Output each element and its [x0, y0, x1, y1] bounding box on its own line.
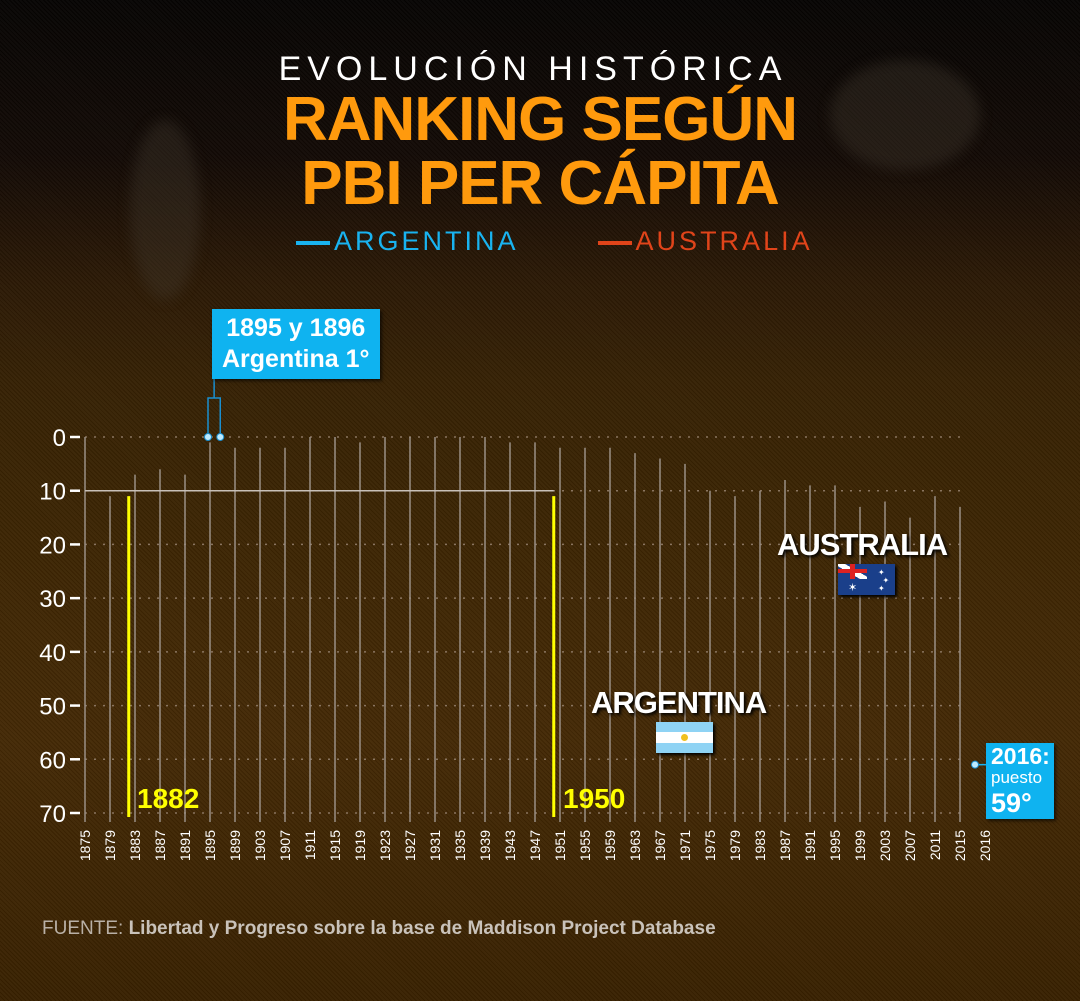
map-australia: [830, 60, 980, 170]
x-tick-label: 1887: [152, 830, 168, 861]
marker-label-1950: 1950: [563, 783, 626, 814]
x-tick-label: 1927: [402, 830, 418, 861]
callout-text: puesto: [991, 768, 1043, 787]
x-tick-label: 1907: [277, 830, 293, 861]
x-tick-label: 1979: [727, 830, 743, 861]
point-argentina-1895: [204, 433, 212, 441]
label-australia: AUSTRALIA: [777, 527, 948, 562]
point-argentina-1896: [216, 433, 225, 441]
x-tick-label: 1879: [102, 830, 118, 861]
legend: ARGENTINA AUSTRALIA: [296, 226, 813, 257]
label-argentina: ARGENTINA: [591, 685, 767, 720]
x-tick-label: 1987: [777, 830, 793, 861]
y-tick-label: 0: [53, 425, 66, 452]
x-tick-label: 1951: [552, 830, 568, 861]
x-tick-label: 1939: [477, 830, 493, 861]
source-note: FUENTE: Libertad y Progreso sobre la bas…: [42, 918, 716, 940]
x-tick-label: 1963: [627, 830, 643, 861]
x-tick-label: 1967: [652, 830, 668, 861]
map-south-america: [130, 120, 200, 300]
y-tick-label: 40: [39, 640, 66, 667]
x-tick-label: 2015: [952, 830, 968, 861]
x-tick-label: 1947: [527, 830, 543, 861]
x-tick-label: 1943: [502, 830, 518, 861]
x-tick-label: 1995: [827, 830, 843, 861]
legend-label: AUSTRALIA: [635, 226, 813, 256]
subtitle-line-2: PBI PER CÁPITA: [301, 149, 779, 218]
y-tick-label: 50: [39, 694, 66, 721]
x-tick-label: 1955: [577, 830, 593, 861]
callout-text: 2016:: [991, 743, 1050, 769]
y-tick-label: 60: [39, 747, 66, 774]
source-label: FUENTE:: [42, 918, 124, 939]
marker-label-1882: 1882: [137, 783, 200, 814]
x-tick-label: 2007: [902, 830, 918, 861]
y-tick-label: 70: [39, 801, 66, 828]
callout-first-place: 1895 y 1896 Argentina 1°: [212, 309, 380, 379]
x-tick-label: 1935: [452, 830, 468, 861]
x-tick-label: 1899: [227, 830, 243, 861]
legend-swatch-australia: [597, 240, 632, 245]
callout-text: Argentina 1°: [222, 345, 370, 373]
x-tick-label: 1999: [852, 830, 868, 861]
x-tick-label: 1911: [302, 830, 318, 860]
x-tick-label: 1915: [327, 830, 343, 861]
x-tick-label: 2016: [977, 830, 993, 861]
chart-subtitle: RANKING SEGÚN PBI PER CÁPITA: [0, 88, 1080, 216]
point-argentina-2016: [971, 760, 979, 769]
y-tick-label: 20: [39, 532, 66, 559]
x-tick-label: 1891: [177, 830, 193, 861]
callout-text: 1895 y 1896: [226, 314, 366, 342]
legend-swatch-argentina: [296, 240, 330, 245]
x-tick-label: 1975: [702, 830, 718, 861]
legend-label: ARGENTINA: [334, 226, 518, 256]
x-tick-label: 1923: [377, 830, 393, 861]
legend-australia: AUSTRALIA: [597, 226, 813, 256]
x-tick-label: 1991: [802, 830, 818, 861]
x-tick-label: 1919: [352, 830, 368, 861]
flag-australia-icon: ✦ ✦ ✦ ✶: [838, 564, 895, 595]
x-tick-label: 1895: [202, 830, 218, 861]
x-tick-label: 1931: [427, 830, 443, 861]
source-text: Libertad y Progreso sobre la base de Mad…: [128, 918, 716, 939]
x-tick-label: 1883: [127, 830, 143, 861]
legend-argentina: ARGENTINA: [296, 226, 517, 256]
y-tick-label: 30: [39, 586, 66, 613]
subtitle-line-1: RANKING SEGÚN: [282, 85, 798, 154]
y-tick-label: 10: [39, 479, 66, 506]
chart-title: EVOLUCIÓN HISTÓRICA: [278, 50, 788, 88]
callout-text: 59°: [991, 788, 1032, 818]
x-tick-label: 1875: [77, 830, 93, 861]
x-tick-label: 1971: [677, 830, 693, 861]
x-tick-label: 2003: [877, 830, 893, 861]
x-tick-label: 2011: [927, 830, 943, 860]
x-tick-label: 1959: [602, 830, 618, 861]
x-tick-label: 1903: [252, 830, 268, 861]
flag-argentina-icon: [656, 722, 713, 753]
x-tick-label: 1983: [752, 830, 768, 861]
callout-2016: 2016: puesto 59°: [986, 743, 1054, 819]
